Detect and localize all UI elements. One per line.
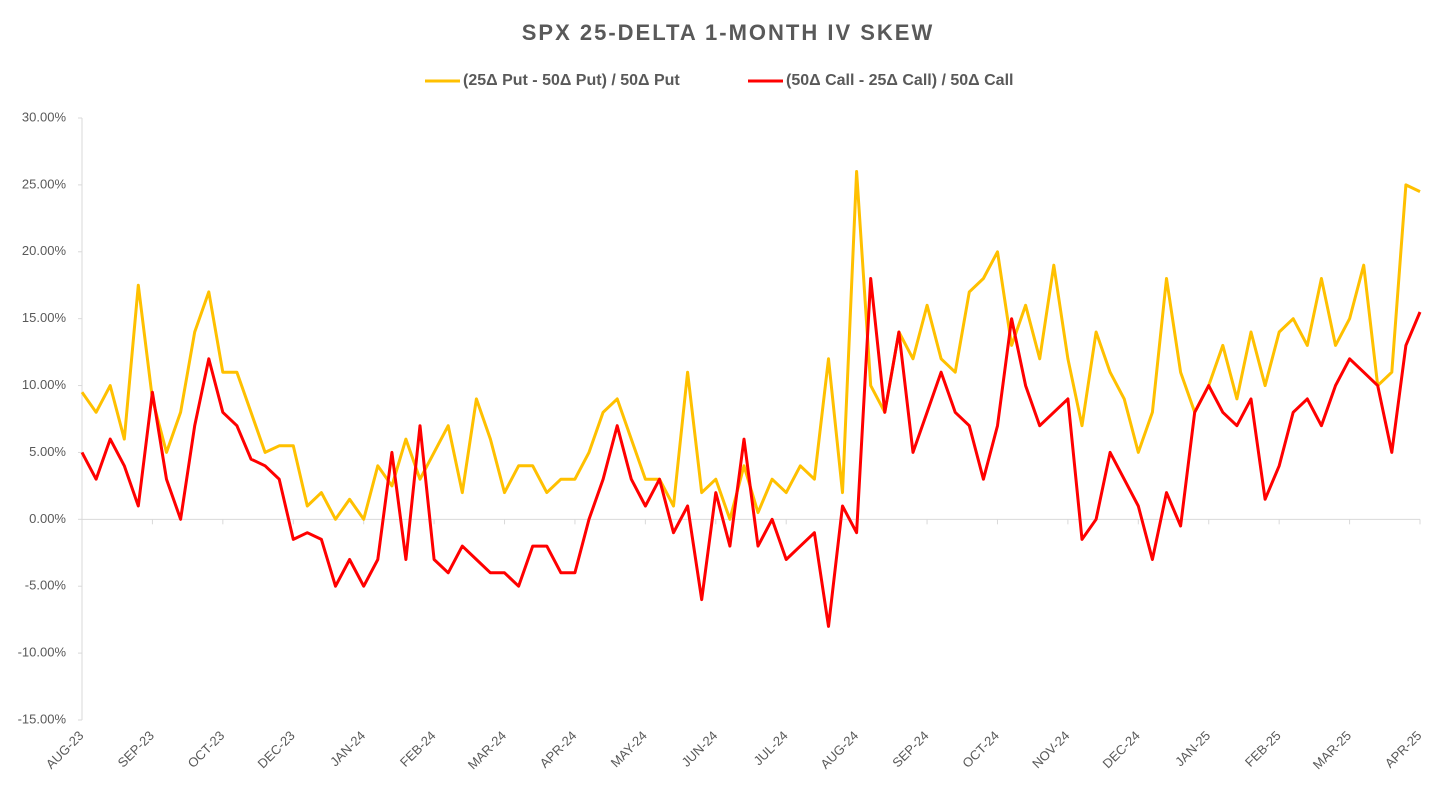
x-tick-label: APR-25 <box>1382 728 1425 771</box>
x-tick-label: OCT-24 <box>959 728 1002 771</box>
x-tick-label: FEB-24 <box>397 728 439 770</box>
y-tick-label: 0.00% <box>29 511 66 526</box>
y-tick-label: -10.00% <box>18 645 67 660</box>
y-tick-label: -5.00% <box>25 578 67 593</box>
x-tick-label: OCT-23 <box>185 728 228 771</box>
x-tick-label: MAR-25 <box>1310 728 1354 772</box>
x-tick-label: JAN-24 <box>327 728 368 769</box>
x-tick-label: DEC-24 <box>1100 728 1143 771</box>
x-tick-label: JAN-25 <box>1172 728 1213 769</box>
x-tick-label: JUL-24 <box>751 728 791 768</box>
y-tick-label: 10.00% <box>22 377 67 392</box>
x-tick-label: SEP-24 <box>889 728 931 770</box>
y-tick-label: 5.00% <box>29 444 66 459</box>
legend-label: (25Δ Put - 50Δ Put) / 50Δ Put <box>463 72 680 89</box>
x-tick-label: MAR-24 <box>465 728 509 772</box>
x-tick-label: AUG-24 <box>817 728 861 772</box>
x-tick-label: FEB-25 <box>1242 728 1284 770</box>
x-tick-label: JUN-24 <box>679 728 721 770</box>
series-line <box>80 277 1422 628</box>
series-line <box>80 170 1421 521</box>
y-tick-label: 20.00% <box>22 243 67 258</box>
x-tick-label: MAY-24 <box>608 728 650 770</box>
y-tick-label: -15.00% <box>18 711 67 726</box>
chart-title: SPX 25-DELTA 1-MONTH IV SKEW <box>522 20 935 45</box>
x-tick-label: SEP-23 <box>115 728 157 770</box>
y-tick-label: 25.00% <box>22 176 67 191</box>
legend-label: (50Δ Call - 25Δ Call) / 50Δ Call <box>786 72 1013 89</box>
y-tick-label: 15.00% <box>22 310 67 325</box>
x-tick-label: NOV-24 <box>1029 728 1072 771</box>
x-tick-label: AUG-23 <box>43 728 87 772</box>
x-tick-label: DEC-23 <box>255 728 298 771</box>
x-tick-label: APR-24 <box>537 728 580 771</box>
y-tick-label: 30.00% <box>22 109 67 124</box>
